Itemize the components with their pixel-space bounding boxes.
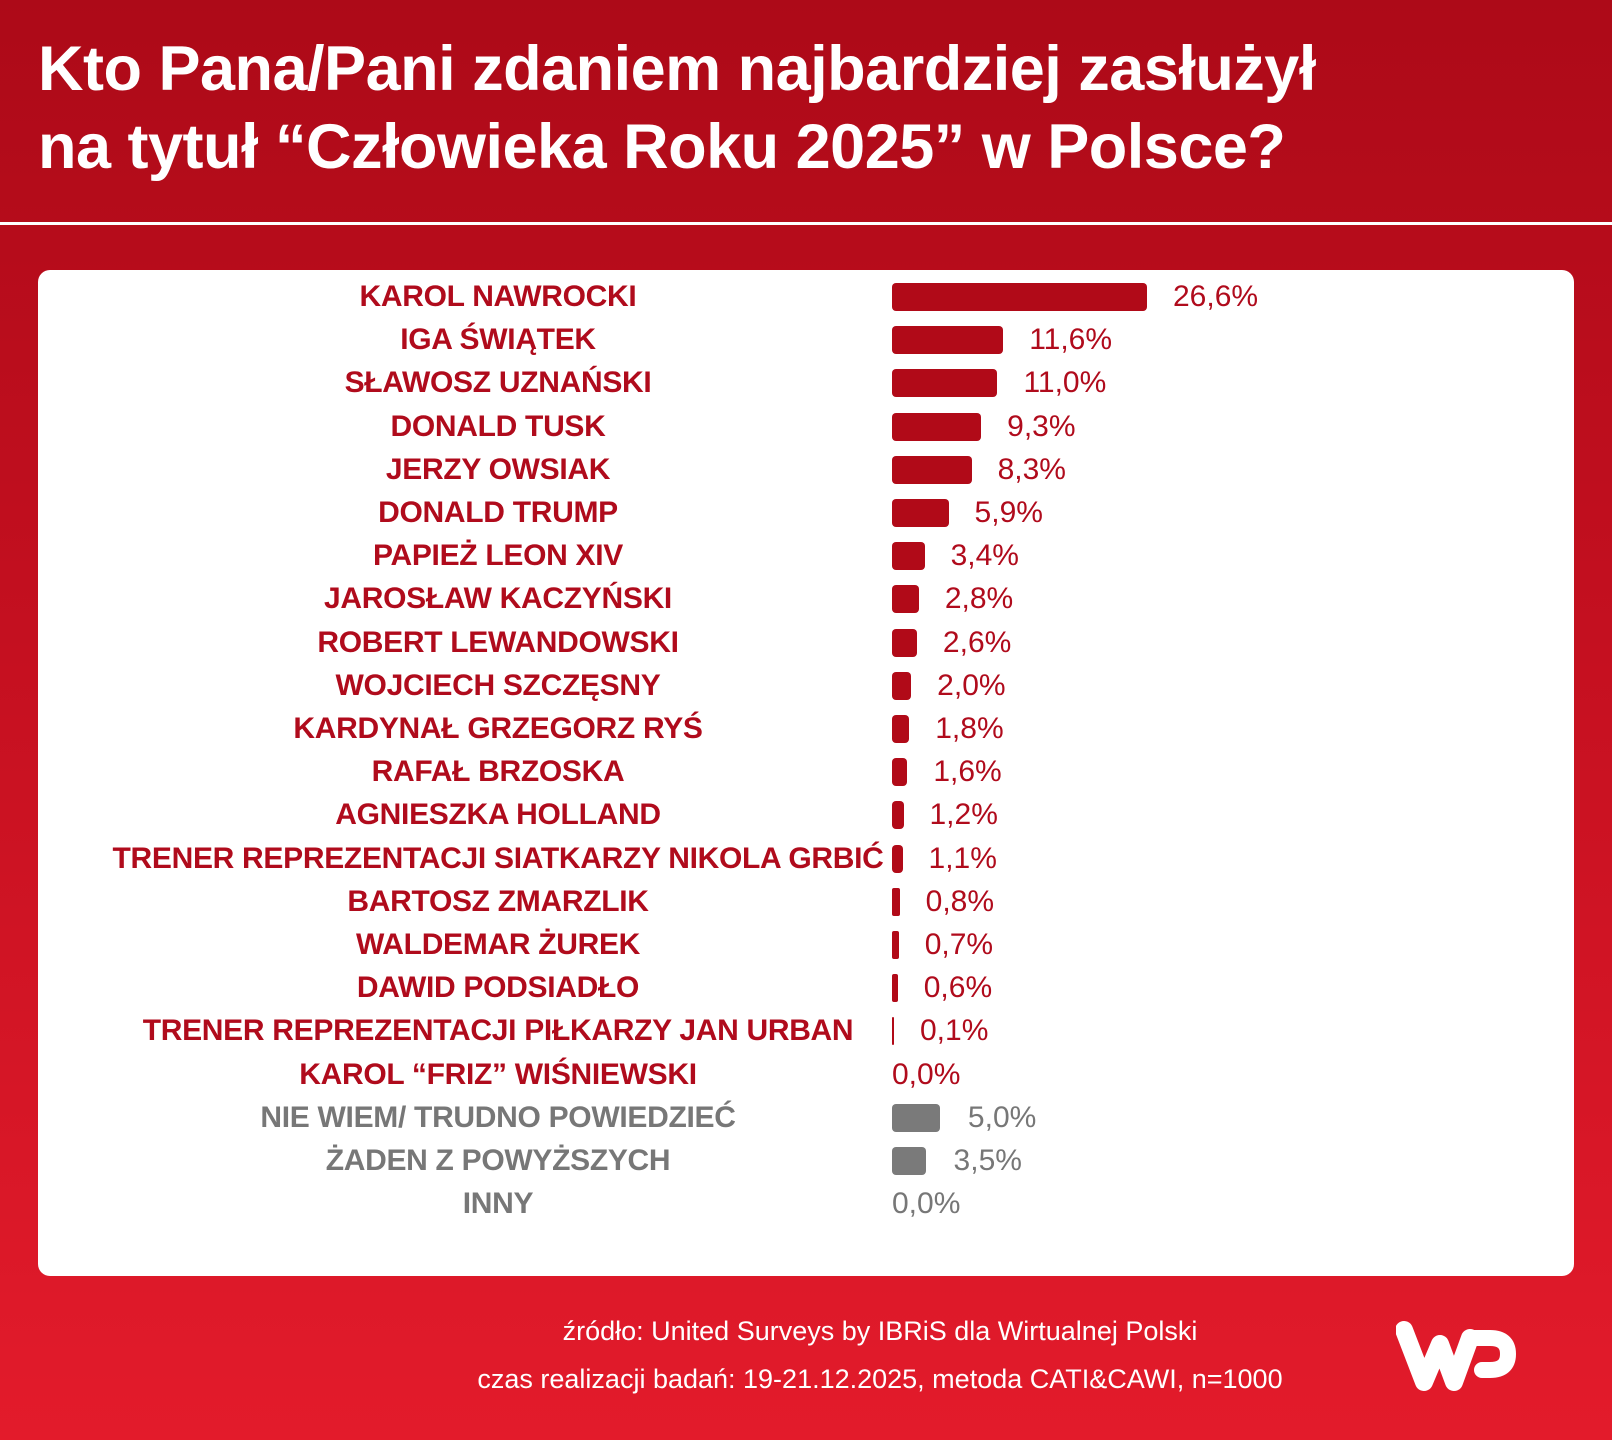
bar-row: KAROL NAWROCKI 26,6% xyxy=(38,275,1574,319)
bar xyxy=(892,412,982,441)
bar xyxy=(892,1017,894,1046)
bar-value: 0,0% xyxy=(892,1057,961,1091)
bar-label: JAROSŁAW KACZYŃSKI xyxy=(324,582,672,616)
bar-row: DONALD TUSK 9,3% xyxy=(38,405,1574,449)
bar-value: 26,6% xyxy=(1173,280,1259,313)
bar-row: DONALD TRUMP 5,9% xyxy=(38,491,1574,535)
wp-logo-icon xyxy=(1396,1321,1516,1391)
bar-row: SŁAWOSZ UZNAŃSKI 11,0% xyxy=(38,361,1574,405)
bar-row: WOJCIECH SZCZĘSNY 2,0% xyxy=(38,664,1574,708)
bar-row: DAWID PODSIADŁO 0,6% xyxy=(38,966,1574,1010)
bar-label: KAROL “FRIZ” WIŚNIEWSKI xyxy=(299,1057,697,1091)
bar-value: 1,8% xyxy=(935,712,1004,745)
bar-row: JERZY OWSIAK 8,3% xyxy=(38,448,1574,492)
bar-label: SŁAWOSZ UZNAŃSKI xyxy=(344,366,652,400)
bar-row: AGNIESZKA HOLLAND 1,2% xyxy=(38,793,1574,837)
bar-value: 0,0% xyxy=(892,1187,961,1221)
bar-row: NIE WIEM/ TRUDNO POWIEDZIEĆ 5,0% xyxy=(38,1096,1574,1140)
bar-label: ROBERT LEWANDOWSKI xyxy=(317,625,679,659)
bar xyxy=(892,455,972,484)
bar-value: 9,3% xyxy=(1007,409,1076,443)
bar-label: IGA ŚWIĄTEK xyxy=(400,323,596,357)
bar-row: IGA ŚWIĄTEK 11,6% xyxy=(38,318,1574,362)
title-line-1: Kto Pana/Pani zdaniem najbardziej zasłuż… xyxy=(38,34,1316,104)
bar xyxy=(892,499,949,527)
bar-value: 8,3% xyxy=(997,452,1066,486)
title-line-2: na tytuł “Człowieka Roku 2025” w Polsce? xyxy=(38,112,1286,182)
bar-label: JERZY OWSIAK xyxy=(385,452,611,486)
bar-value: 2,0% xyxy=(937,668,1006,702)
bar-row: WALDEMAR ŻUREK 0,7% xyxy=(38,923,1574,967)
bar-row: JAROSŁAW KACZYŃSKI 2,8% xyxy=(38,577,1574,621)
bar-row: TRENER REPREZENTACJI SIATKARZY NIKOLA GR… xyxy=(38,837,1574,881)
bar-row: KARDYNAŁ GRZEGORZ RYŚ 1,8% xyxy=(38,707,1574,751)
bar xyxy=(892,801,904,830)
bar-value: 3,5% xyxy=(953,1144,1022,1177)
bar xyxy=(892,628,917,657)
bar-value: 11,6% xyxy=(1029,323,1113,357)
bar-value: 2,8% xyxy=(944,582,1014,616)
bar xyxy=(892,326,1004,355)
bar-value: 1,2% xyxy=(929,798,998,832)
bar-label: KAROL NAWROCKI xyxy=(359,280,637,313)
bar-row: KAROL “FRIZ” WIŚNIEWSKI 0,0% xyxy=(38,1053,1574,1097)
bar-label: KARDYNAŁ GRZEGORZ RYŚ xyxy=(293,712,703,745)
bar xyxy=(892,715,910,743)
bar xyxy=(892,887,900,916)
bar-value: 1,1% xyxy=(928,841,997,875)
bar-value: 0,1% xyxy=(920,1014,989,1048)
bar-row: INNY 0,0% xyxy=(38,1182,1574,1226)
bar-row: ROBERT LEWANDOWSKI 2,6% xyxy=(38,621,1574,665)
bar-value: 5,0% xyxy=(967,1100,1037,1134)
bar xyxy=(892,1103,940,1132)
bar xyxy=(892,844,903,873)
bar-label: AGNIESZKA HOLLAND xyxy=(335,798,661,832)
chart-panel: KAROL NAWROCKI 26,6% IGA ŚWIĄTEK 11,6% SŁAWO… xyxy=(38,270,1574,1276)
bar-value: 2,6% xyxy=(942,625,1012,659)
bar xyxy=(892,585,919,614)
bar-value: 3,4% xyxy=(950,539,1019,573)
method-note: czas realizacji badań: 19-21.12.2025, me… xyxy=(477,1364,1283,1394)
bar-label: DONALD TRUMP xyxy=(378,496,618,529)
bar-label: ŻADEN Z POWYŻSZYCH xyxy=(325,1144,671,1177)
bar xyxy=(892,1147,926,1175)
bar-label: PAPIEŻ LEON XIV xyxy=(373,539,623,573)
bar-row: PAPIEŻ LEON XIV 3,4% xyxy=(38,534,1574,578)
bar-row: TRENER REPREZENTACJI PIŁKARZY JAN URBAN 0… xyxy=(38,1009,1574,1053)
bar-value: 0,6% xyxy=(923,971,993,1005)
bar xyxy=(892,758,908,787)
bar-row: RAFAŁ BRZOSKA 1,6% xyxy=(38,750,1574,794)
bar-row: BARTOSZ ZMARZLIK 0,8% xyxy=(38,880,1574,924)
bar xyxy=(892,369,998,398)
bar xyxy=(892,671,912,700)
bar-value: 5,9% xyxy=(974,496,1043,529)
bar-label: RAFAŁ BRZOSKA xyxy=(371,755,625,789)
title-divider xyxy=(0,222,1612,225)
bar-label: DONALD TUSK xyxy=(390,409,606,443)
bar-value: 1,6% xyxy=(933,755,1002,789)
bar-label: DAWID PODSIADŁO xyxy=(356,971,640,1005)
bar-label: WOJCIECH SZCZĘSNY xyxy=(335,668,661,702)
source-note: źródło: United Surveys by IBRiS dla Wirt… xyxy=(562,1316,1198,1346)
bar xyxy=(892,974,898,1003)
bar-label: WALDEMAR ŻUREK xyxy=(355,928,641,961)
bar xyxy=(892,542,925,571)
bar-label: BARTOSZ ZMARZLIK xyxy=(347,884,649,918)
bar xyxy=(892,283,1147,311)
bar-label: TRENER REPREZENTACJI SIATKARZY NIKOLA GR… xyxy=(112,841,884,875)
bar xyxy=(892,931,899,959)
chart-title: Kto Pana/Pani zdaniem najbardziej zasłuż… xyxy=(38,30,1578,186)
bar-label: TRENER REPREZENTACJI PIŁKARZY JAN URBAN xyxy=(142,1014,854,1048)
bar-value: 11,0% xyxy=(1023,366,1107,400)
bar-row: ŻADEN Z POWYŻSZYCH 3,5% xyxy=(38,1139,1574,1183)
bar-label: INNY xyxy=(462,1187,534,1221)
bar-label: NIE WIEM/ TRUDNO POWIEDZIEĆ xyxy=(260,1100,736,1134)
bar-value: 0,7% xyxy=(924,928,994,961)
bar-value: 0,8% xyxy=(925,884,995,918)
